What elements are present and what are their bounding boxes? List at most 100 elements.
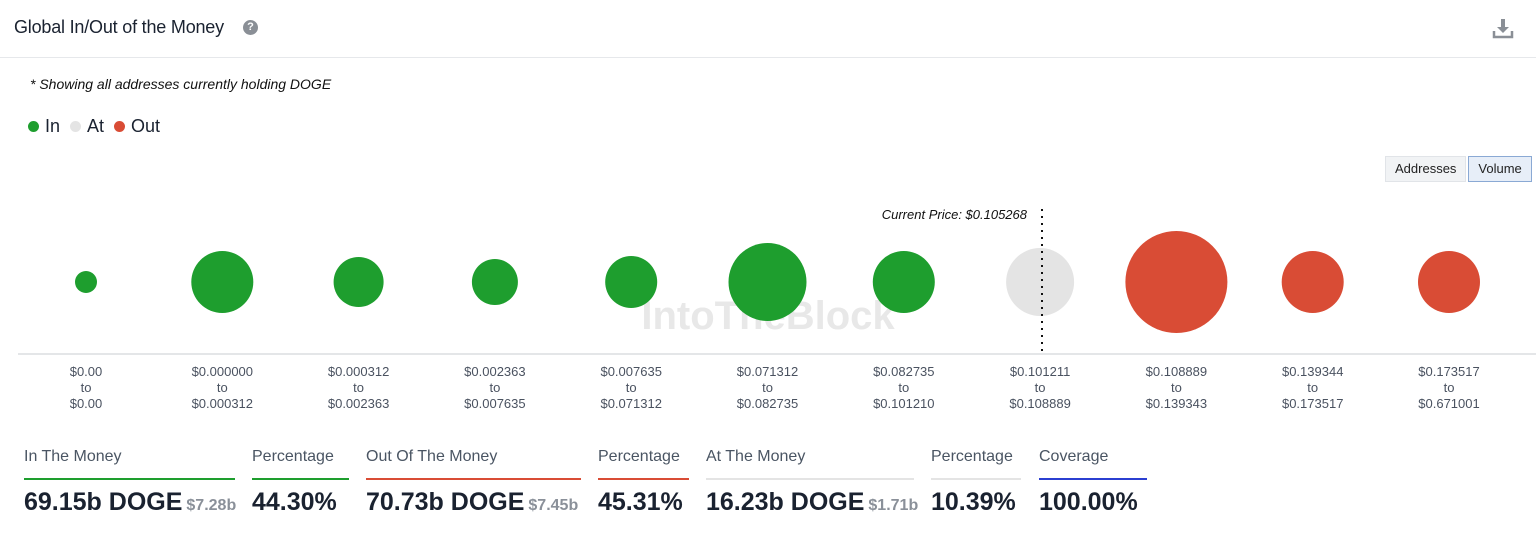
legend-item-in[interactable]: In <box>28 116 60 137</box>
tick-label: to <box>1444 380 1455 395</box>
stat-label: In The Money <box>24 448 122 465</box>
legend-dot-in <box>28 121 39 132</box>
holding-note: * Showing all addresses currently holdin… <box>30 76 332 92</box>
bubble-in-5[interactable] <box>728 243 807 321</box>
stat-out-of-the-money: Out Of The Money 70.73b DOGE $7.45b <box>366 448 581 517</box>
stat-underline <box>598 478 689 480</box>
tick-label: to <box>626 380 637 395</box>
view-toggle: Addresses Volume <box>1383 156 1532 182</box>
stat-underline <box>366 478 581 480</box>
stat-underline <box>931 478 1021 480</box>
legend-label: In <box>45 116 61 136</box>
tick-label: to <box>762 380 773 395</box>
tick-label: $0.000312 <box>192 396 253 411</box>
stat-value: 100.00% <box>1039 488 1147 517</box>
bubble-at-7[interactable] <box>1006 248 1075 316</box>
tick-label: $0.002363 <box>464 364 525 379</box>
legend-label: Out <box>131 116 161 136</box>
stat-in-the-money: In The Money 69.15b DOGE $7.28b <box>24 448 237 517</box>
stat-value-text: 70.73b DOGE <box>366 488 525 516</box>
tick-label: $0.000312 <box>328 364 389 379</box>
stat-label: Percentage <box>931 448 1013 465</box>
question-circle-icon[interactable]: ? <box>243 20 258 35</box>
tick-label: $0.173517 <box>1418 364 1479 379</box>
tick-label: $0.007635 <box>464 396 525 411</box>
tick-label: $0.671001 <box>1418 396 1479 411</box>
stat-value-text: 10.39% <box>931 488 1016 516</box>
tick-label: $0.071312 <box>737 364 798 379</box>
tick-label: $0.139344 <box>1282 364 1343 379</box>
tick-label: $0.101211 <box>1010 364 1071 379</box>
tick-label: to <box>217 380 228 395</box>
stat-underline <box>706 478 914 480</box>
stat-value: 69.15b DOGE $7.28b <box>24 488 237 517</box>
stat-usd-value: $1.71b <box>868 497 919 514</box>
legend-item-out[interactable]: Out <box>114 116 160 137</box>
stat-value-text: 69.15b DOGE <box>24 488 183 516</box>
stat-at-percentage: Percentage 10.39% <box>931 448 1021 517</box>
stat-value: 70.73b DOGE $7.45b <box>366 488 581 517</box>
stat-coverage: Coverage 100.00% <box>1039 448 1147 517</box>
page-title: Global In/Out of the Money <box>14 17 224 37</box>
tick-label: to <box>1307 380 1318 395</box>
tick-label: $0.108889 <box>1009 396 1070 411</box>
stat-value: 10.39% <box>931 488 1021 517</box>
legend-item-at[interactable]: At <box>70 116 104 137</box>
stat-label: Out Of The Money <box>366 448 498 465</box>
tick-label: $0.108889 <box>1146 364 1207 379</box>
bubble-chart: IntoTheBlock $0.00to$0.00$0.000000to$0.0… <box>18 207 1536 411</box>
tick-label: to <box>1171 380 1182 395</box>
tick-label: $0.101210 <box>873 396 934 411</box>
stat-label: Percentage <box>598 448 680 465</box>
bubble-in-1[interactable] <box>191 251 254 313</box>
legend-dot-at <box>70 121 82 132</box>
stat-value: 44.30% <box>252 488 349 517</box>
stat-usd-value: $7.28b <box>186 497 237 514</box>
bubble-in-3[interactable] <box>471 259 518 305</box>
tick-label: $0.139343 <box>1146 396 1207 411</box>
tick-label: to <box>353 380 364 395</box>
stat-out-percentage: Percentage 45.31% <box>598 448 689 517</box>
download-icon[interactable] <box>1492 17 1514 39</box>
tick-label: $0.00 <box>70 364 103 379</box>
bubble-in-6[interactable] <box>872 251 935 313</box>
addresses-toggle-button[interactable]: Addresses <box>1385 156 1467 182</box>
bubble-out-9[interactable] <box>1281 251 1344 313</box>
stat-value-text: 16.23b DOGE <box>706 488 865 516</box>
tick-label: $0.007635 <box>600 364 661 379</box>
bubble-out-10[interactable] <box>1418 251 1480 313</box>
current-price-label: Current Price: $0.105268 <box>882 207 1028 222</box>
tick-label: to <box>489 380 500 395</box>
volume-toggle-button[interactable]: Volume <box>1468 156 1532 182</box>
tick-label: to <box>898 380 909 395</box>
legend: In At Out <box>28 116 170 137</box>
stat-label: At The Money <box>706 448 806 465</box>
stat-label: Percentage <box>252 448 334 465</box>
stat-in-percentage: Percentage 44.30% <box>252 448 349 517</box>
tick-label: $0.082735 <box>737 396 798 411</box>
bubbles-group <box>75 231 1480 333</box>
tick-labels-group: $0.00to$0.00$0.000000to$0.000312$0.00031… <box>70 364 1480 411</box>
stat-underline <box>1039 478 1147 480</box>
bubble-in-2[interactable] <box>333 257 384 307</box>
tick-label: to <box>81 380 92 395</box>
tick-label: to <box>1035 380 1046 395</box>
legend-dot-out <box>114 121 126 132</box>
header: Global In/Out of the Money ? <box>0 0 1536 58</box>
tick-label: $0.173517 <box>1282 396 1343 411</box>
tick-label: $0.082735 <box>873 364 934 379</box>
tick-label: $0.071312 <box>600 396 661 411</box>
bubble-in-0[interactable] <box>75 271 97 293</box>
stat-value-text: 100.00% <box>1039 488 1138 516</box>
stat-underline <box>24 478 235 480</box>
tick-label: $0.00 <box>70 396 103 411</box>
stat-value-text: 44.30% <box>252 488 337 516</box>
bubble-in-4[interactable] <box>605 256 658 308</box>
bubble-out-8[interactable] <box>1125 231 1228 333</box>
stat-usd-value: $7.45b <box>528 497 579 514</box>
stat-underline <box>252 478 349 480</box>
stats-row: In The Money 69.15b DOGE $7.28b Percentag… <box>0 448 1536 538</box>
stat-at-the-money: At The Money 16.23b DOGE $1.71b <box>706 448 918 517</box>
stat-label: Coverage <box>1039 448 1109 465</box>
tick-label: $0.000000 <box>192 364 253 379</box>
